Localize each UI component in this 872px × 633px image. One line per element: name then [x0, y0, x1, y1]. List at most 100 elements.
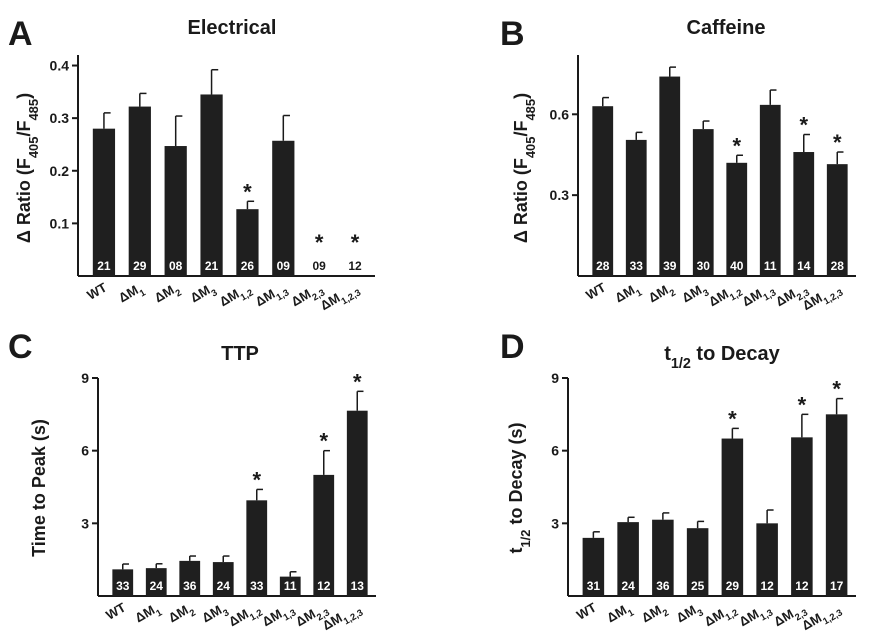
x-tick-label: ΔM1,2,3	[318, 280, 363, 317]
sample-size-label: 12	[317, 579, 331, 593]
sample-size-label: 25	[691, 579, 705, 593]
y-tick-label: 0.1	[50, 215, 70, 231]
bar	[692, 129, 714, 276]
y-tick-label: 3	[81, 515, 89, 531]
sample-size-label: 12	[348, 259, 362, 273]
x-tick-label: ΔM1,2	[217, 280, 255, 313]
x-tick-label: ΔM1,2,3	[800, 280, 845, 317]
significance-star: *	[728, 406, 737, 431]
bar	[721, 438, 744, 596]
bar	[145, 568, 167, 596]
y-axis-label: Δ Ratio (F405/F485)	[14, 93, 41, 243]
bar	[793, 152, 815, 276]
sample-size-label: 24	[150, 579, 164, 593]
bar	[686, 528, 709, 596]
sample-size-label: 28	[831, 259, 845, 273]
bar	[236, 209, 259, 276]
bar	[825, 414, 848, 596]
panel-letter: C	[8, 328, 33, 366]
significance-star: *	[252, 467, 261, 492]
sample-size-label: 21	[205, 259, 219, 273]
bar	[128, 106, 151, 276]
chart-title: TTP	[221, 343, 259, 365]
x-tick-label: WT	[583, 280, 608, 303]
y-tick-label: 6	[551, 443, 559, 459]
sample-size-label: 11	[764, 259, 777, 273]
bar	[659, 76, 681, 276]
x-tick-label: ΔM1,2	[702, 600, 740, 633]
sample-size-label: 33	[116, 579, 130, 593]
sample-size-label: 24	[621, 579, 635, 593]
x-tick-label: ΔM1	[116, 280, 147, 309]
sample-size-label: 40	[730, 259, 744, 273]
sample-size-label: 08	[169, 259, 183, 273]
x-tick-label: ΔM1	[132, 600, 163, 629]
bar	[759, 104, 781, 276]
y-tick-label: 9	[81, 370, 89, 386]
sample-size-label: 11	[284, 579, 297, 593]
bar	[826, 164, 848, 276]
panel-b: B Caffeine Δ Ratio (F405/F485) 0.3 0.6 28 WT 33…	[500, 15, 856, 317]
y-axis-label: t1/2 to Decay (s)	[506, 422, 533, 553]
x-tick-label: ΔM2	[152, 280, 183, 309]
x-tick-label: ΔM1	[604, 600, 635, 629]
significance-star: *	[799, 113, 808, 138]
significance-star: *	[243, 179, 252, 204]
bar	[652, 519, 674, 596]
bar	[272, 140, 295, 276]
bar	[313, 474, 335, 596]
x-tick-label: WT	[574, 600, 599, 623]
x-tick-label: ΔM2	[639, 600, 670, 629]
panel-letter: B	[500, 15, 525, 53]
sample-size-label: 26	[241, 259, 255, 273]
bar	[625, 139, 647, 276]
sample-size-label: 28	[596, 259, 610, 273]
x-tick-label: ΔM3	[674, 600, 705, 629]
y-tick-label: 0.3	[550, 187, 570, 203]
sample-size-label: 30	[697, 259, 711, 273]
bar	[756, 523, 778, 596]
y-tick-label: 6	[81, 443, 89, 459]
significance-star: *	[798, 392, 807, 417]
x-tick-label: ΔM1,3	[736, 600, 774, 633]
bar	[279, 576, 301, 596]
sample-size-label: 29	[726, 579, 740, 593]
x-tick-label: ΔM1,2,3	[799, 600, 844, 633]
bar	[726, 162, 748, 276]
panel-a: A Electrical Δ Ratio (F405/F485) 0.1 0.2 0.3 0…	[8, 15, 375, 317]
significance-star: *	[315, 230, 324, 255]
sample-size-label: 21	[97, 259, 111, 273]
bar	[582, 537, 605, 596]
chart-title: Electrical	[188, 17, 277, 39]
x-tick-label: ΔM3	[188, 280, 219, 309]
y-tick-label: 9	[551, 370, 559, 386]
bar	[92, 128, 116, 276]
sample-size-label: 29	[133, 259, 147, 273]
bar	[791, 437, 813, 596]
sample-size-label: 36	[183, 579, 197, 593]
x-tick-label: ΔM1	[612, 280, 643, 309]
bar	[592, 106, 614, 277]
y-axis-label: Δ Ratio (F405/F485)	[511, 93, 538, 243]
bar	[346, 410, 368, 596]
sample-size-label: 33	[250, 579, 264, 593]
sample-size-label: 31	[587, 579, 601, 593]
sample-size-label: 12	[760, 579, 774, 593]
bar	[246, 500, 268, 596]
sample-size-label: 09	[313, 259, 327, 273]
significance-star: *	[833, 130, 842, 155]
significance-star: *	[351, 230, 360, 255]
y-tick-label: 0.3	[50, 110, 70, 126]
x-tick-label: ΔM1,3	[253, 280, 291, 313]
panel-letter: D	[500, 328, 525, 366]
bar	[212, 562, 234, 596]
y-tick-label: 0.2	[50, 163, 70, 179]
x-tick-label: WT	[103, 600, 128, 623]
chart-title: t1/2 to Decay	[664, 343, 780, 372]
bar	[164, 146, 187, 276]
x-tick-label: ΔM1,2,3	[320, 600, 365, 633]
y-tick-label: 0.6	[550, 106, 570, 122]
x-tick-label: ΔM3	[679, 280, 710, 309]
